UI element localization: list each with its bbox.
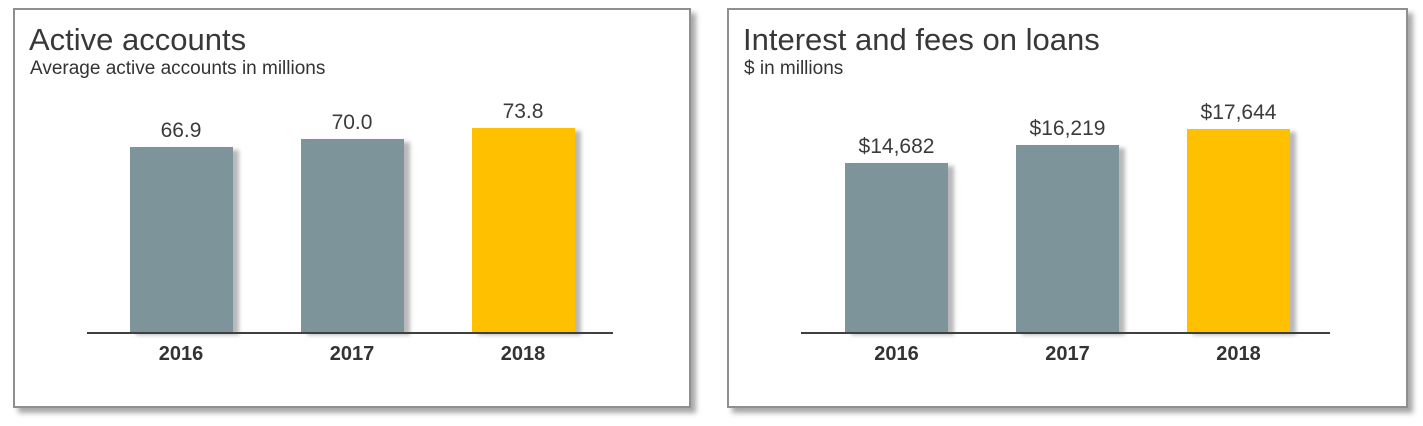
bar-plot: 66.9 70.0 73.8 2016 2017 2018 xyxy=(15,80,689,366)
bar-group: 73.8 xyxy=(471,100,575,332)
x-axis-tick-label: 2016 xyxy=(874,343,919,365)
bar-group: 70.0 xyxy=(300,111,404,332)
x-axis-tick-label: 2017 xyxy=(1045,343,1090,365)
bar-value-label: $14,682 xyxy=(858,135,935,158)
chart-title: Active accounts xyxy=(29,22,247,57)
bars-row: $14,682 $16,219 $17,644 xyxy=(729,80,1406,332)
x-axis-tick-label: 2016 xyxy=(158,343,204,365)
chart-subtitle: $ in millions xyxy=(744,58,844,79)
bar-2018 xyxy=(1187,129,1290,332)
interest-fees-chart-panel: Interest and fees on loans $ in millions… xyxy=(727,8,1408,408)
x-axis-tick-label: 2018 xyxy=(500,343,546,365)
x-axis-labels: 2016 2017 2018 xyxy=(15,343,689,366)
active-accounts-chart-panel: Active accounts Average active accounts … xyxy=(13,8,691,408)
chart-title: Interest and fees on loans xyxy=(743,22,1100,57)
bar-2018 xyxy=(471,128,575,332)
bar-value-label: 70.0 xyxy=(331,111,373,134)
bar-2017 xyxy=(1016,145,1119,332)
bar-plot: $14,682 $16,219 $17,644 2016 2017 2018 xyxy=(729,80,1406,366)
bar-2017 xyxy=(300,139,404,332)
x-axis-line xyxy=(801,332,1330,334)
bar-value-label: 66.9 xyxy=(160,119,202,142)
bar-value-label: $16,219 xyxy=(1029,117,1106,140)
bar-value-label: $17,644 xyxy=(1200,101,1277,124)
chart-subtitle: Average active accounts in millions xyxy=(30,58,326,79)
bar-group: 66.9 xyxy=(129,119,233,332)
bar-2016 xyxy=(845,163,948,332)
bar-2016 xyxy=(129,147,233,332)
x-axis-labels: 2016 2017 2018 xyxy=(729,343,1406,366)
bars-row: 66.9 70.0 73.8 xyxy=(15,80,689,332)
bar-group: $16,219 xyxy=(1016,117,1119,332)
bar-group: $14,682 xyxy=(845,135,948,332)
bar-group: $17,644 xyxy=(1187,101,1290,332)
x-axis-tick-label: 2017 xyxy=(329,343,375,365)
bar-value-label: 73.8 xyxy=(502,100,544,123)
x-axis-line xyxy=(87,332,613,334)
x-axis-tick-label: 2018 xyxy=(1216,343,1261,365)
